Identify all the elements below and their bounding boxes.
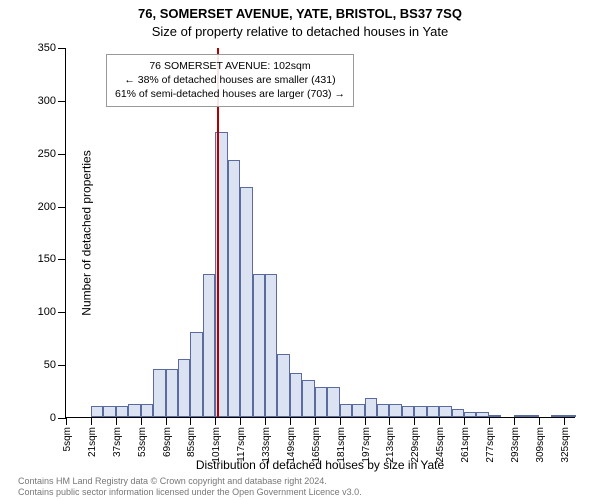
histogram-bar (327, 387, 339, 417)
histogram-bar (340, 404, 352, 417)
histogram-bar (402, 406, 414, 417)
y-tick-label: 50 (44, 359, 56, 371)
annotation-line-3: 61% of semi-detached houses are larger (… (115, 87, 345, 101)
histogram-bar (489, 415, 501, 417)
x-tick-label: 117sqm (236, 427, 247, 462)
x-tick-label: 5sqm (62, 427, 73, 451)
histogram-bar (103, 406, 115, 417)
histogram-bar (464, 412, 476, 417)
histogram-bar (253, 274, 265, 417)
histogram-bar (377, 404, 389, 417)
annotation-line-1: 76 SOMERSET AVENUE: 102sqm (115, 59, 345, 73)
histogram-bar (178, 359, 190, 417)
annotation-box: 76 SOMERSET AVENUE: 102sqm ← 38% of deta… (106, 54, 354, 107)
x-tick-label: 85sqm (186, 427, 197, 457)
histogram-bar (290, 373, 302, 417)
histogram-bar (352, 404, 364, 417)
y-tick-label: 150 (38, 253, 56, 265)
histogram-bar (427, 406, 439, 417)
x-tick-label: 21sqm (87, 427, 98, 457)
histogram-bar (166, 369, 178, 417)
histogram-bar (389, 404, 401, 417)
histogram-bar (277, 354, 289, 417)
histogram-bar (153, 369, 165, 417)
chart-subtitle: Size of property relative to detached ho… (0, 24, 600, 39)
histogram-bar (190, 332, 202, 417)
histogram-bar (514, 415, 526, 417)
y-tick-label: 300 (38, 95, 56, 107)
histogram-bar (452, 409, 464, 417)
histogram-bar (439, 406, 451, 417)
histogram-bar (564, 415, 576, 417)
annotation-line-2: ← 38% of detached houses are smaller (43… (115, 73, 345, 87)
histogram-bar (240, 187, 252, 417)
histogram-bar (365, 398, 377, 417)
histogram-bar (302, 380, 314, 417)
histogram-bar (315, 387, 327, 417)
histogram-bar (228, 160, 240, 417)
x-tick-label: 53sqm (137, 427, 148, 457)
y-tick-label: 350 (38, 42, 56, 54)
property-size-chart: 76, SOMERSET AVENUE, YATE, BRISTOL, BS37… (0, 0, 600, 500)
histogram-bar (414, 406, 426, 417)
histogram-bar (203, 274, 215, 417)
histogram-bar (551, 415, 563, 417)
histogram-bar (476, 412, 488, 417)
x-axis-label: Distribution of detached houses by size … (65, 458, 575, 472)
histogram-bar (526, 415, 538, 417)
histogram-bar (265, 274, 277, 417)
histogram-bar (128, 404, 140, 417)
histogram-bar (116, 406, 128, 417)
y-tick-label: 250 (38, 148, 56, 160)
chart-title-address: 76, SOMERSET AVENUE, YATE, BRISTOL, BS37… (0, 6, 600, 21)
y-tick-label: 200 (38, 201, 56, 213)
y-tick-label: 0 (50, 412, 56, 424)
plot-area: 050100150200250300350 5sqm21sqm37sqm53sq… (65, 48, 575, 418)
y-tick-label: 100 (38, 306, 56, 318)
x-tick-label: 69sqm (162, 427, 173, 457)
histogram-bar (91, 406, 103, 417)
x-tick-label: 37sqm (112, 427, 123, 457)
footer-attribution: Contains HM Land Registry data © Crown c… (18, 476, 362, 498)
histogram-bar (141, 404, 153, 417)
